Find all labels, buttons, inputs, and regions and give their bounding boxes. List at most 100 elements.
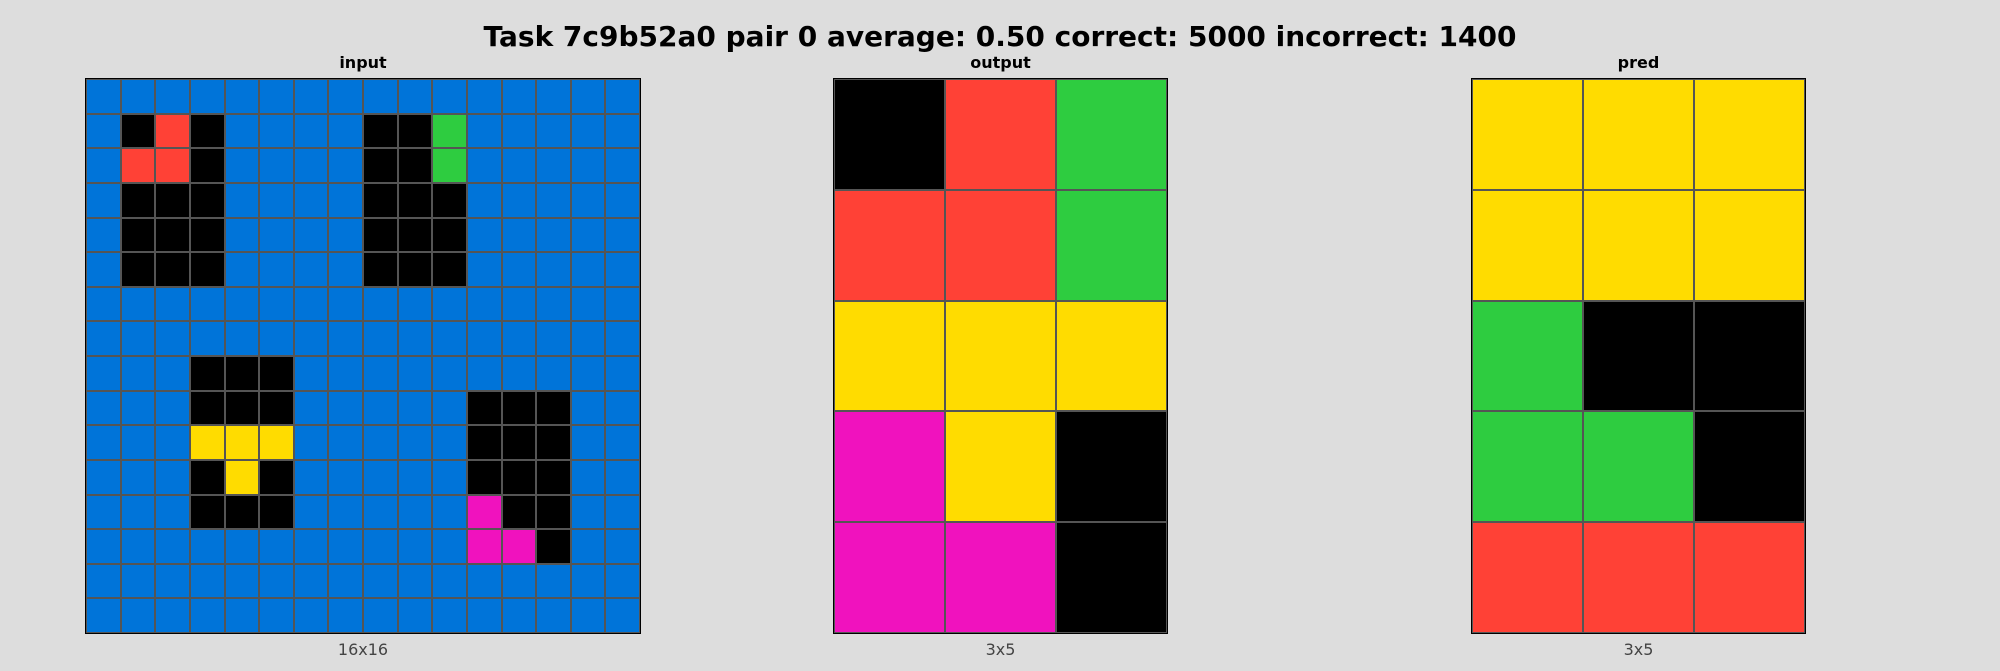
input-cell (259, 321, 294, 356)
input-cell (466, 494, 502, 530)
input-cell (466, 113, 502, 149)
input-cell (363, 529, 398, 564)
pred-label: pred (1617, 53, 1660, 72)
input-cell (536, 321, 571, 356)
input-cell (155, 459, 190, 495)
input-cell (259, 148, 294, 183)
input-cell (293, 252, 329, 287)
input-cell (466, 252, 502, 287)
input-cell (466, 563, 502, 599)
input-cell (466, 529, 502, 564)
input-cell (397, 356, 433, 391)
input-cell (293, 217, 329, 253)
input-cell (466, 286, 502, 322)
input-cell (432, 598, 467, 633)
input-cell (432, 390, 467, 426)
input-cell (120, 356, 156, 391)
input-cell (259, 79, 294, 114)
input-cell (155, 563, 190, 599)
pred-cell (1583, 189, 1694, 301)
input-cell (432, 113, 467, 149)
input-cell (155, 182, 190, 218)
input-cell (189, 425, 225, 460)
input-cell (259, 563, 294, 599)
input-cell (328, 182, 363, 218)
input-cell (293, 529, 329, 564)
input-cell (536, 182, 571, 218)
input-cell (293, 598, 329, 633)
input-cell (224, 425, 260, 460)
figure-title: Task 7c9b52a0 pair 0 average: 0.50 corre… (483, 20, 1517, 53)
input-cell (224, 494, 260, 530)
input-cell (259, 356, 294, 391)
input-cell (86, 356, 121, 391)
input-cell (397, 494, 433, 530)
input-label: input (339, 53, 387, 72)
input-cell (155, 79, 190, 114)
input-cell (293, 79, 329, 114)
input-cell (605, 459, 640, 495)
output-cell (945, 411, 1056, 523)
input-cell (397, 148, 433, 183)
input-cell (120, 182, 156, 218)
input-cell (328, 529, 363, 564)
input-cell (155, 494, 190, 530)
input-cell (120, 113, 156, 149)
input-cell (536, 598, 571, 633)
input-cell (605, 425, 640, 460)
input-cell (259, 252, 294, 287)
input-cell (432, 286, 467, 322)
input-cell (501, 563, 537, 599)
input-cell (86, 390, 121, 426)
output-label: output (970, 53, 1031, 72)
input-cell (189, 79, 225, 114)
input-cell (363, 321, 398, 356)
input-cell (259, 598, 294, 633)
input-cell (397, 425, 433, 460)
input-cell (363, 494, 398, 530)
input-cell (293, 356, 329, 391)
input-cell (155, 286, 190, 322)
input-cell (293, 494, 329, 530)
input-cell (328, 494, 363, 530)
input-cell (536, 390, 571, 426)
input-cell (328, 598, 363, 633)
input-cell (432, 459, 467, 495)
input-cell (432, 252, 467, 287)
input-cell (570, 494, 606, 530)
pred-cell (1694, 300, 1805, 412)
input-cell (189, 182, 225, 218)
input-cell (363, 182, 398, 218)
input-cell (259, 529, 294, 564)
input-cell (605, 252, 640, 287)
input-cell (501, 425, 537, 460)
input-cell (432, 321, 467, 356)
pred-cell (1583, 411, 1694, 523)
input-cell (466, 148, 502, 183)
input-cell (155, 390, 190, 426)
input-cell (501, 217, 537, 253)
input-cell (293, 321, 329, 356)
input-cell (536, 356, 571, 391)
input-cell (501, 182, 537, 218)
input-cell (501, 356, 537, 391)
input-cell (189, 529, 225, 564)
input-cell (570, 79, 606, 114)
input-cell (293, 425, 329, 460)
input-cell (432, 356, 467, 391)
input-cell (224, 390, 260, 426)
input-cell (328, 113, 363, 149)
input-cell (466, 598, 502, 633)
input-panel: input 16x16 (85, 53, 641, 659)
input-cell (605, 494, 640, 530)
input-cell (259, 425, 294, 460)
input-cell (605, 356, 640, 391)
pred-cell (1583, 79, 1694, 190)
input-cell (155, 356, 190, 391)
input-cell (224, 529, 260, 564)
input-cell (466, 459, 502, 495)
input-cell (536, 113, 571, 149)
input-cell (570, 356, 606, 391)
input-cell (432, 425, 467, 460)
input-cell (328, 459, 363, 495)
